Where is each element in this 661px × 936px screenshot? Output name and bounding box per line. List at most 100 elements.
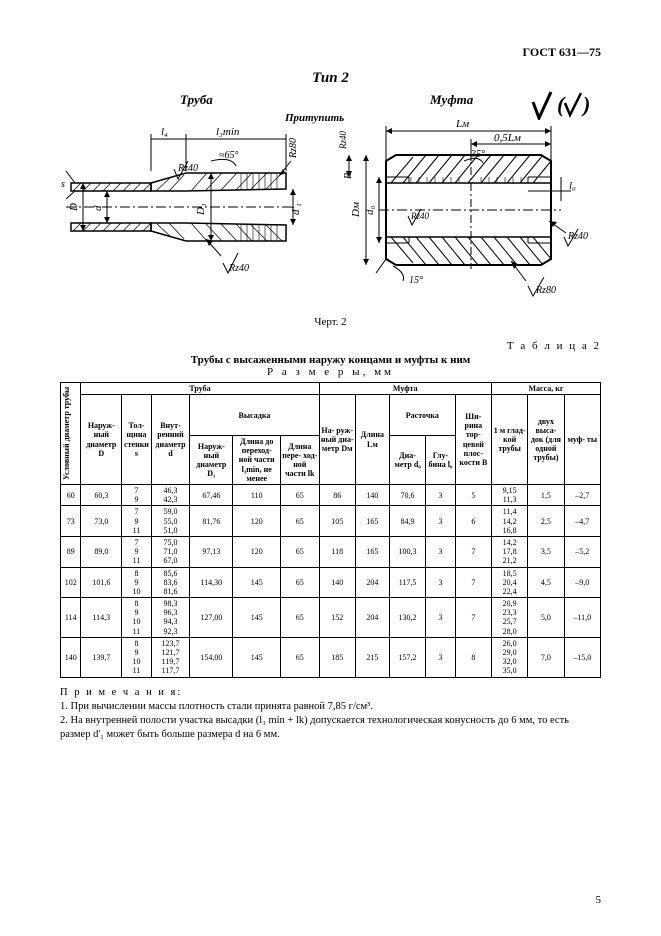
table-cell: 65: [281, 567, 320, 598]
table-cell: 75,0 71,0 67,0: [151, 536, 190, 567]
table-cell: 65: [281, 536, 320, 567]
svg-text:d'₁: d'₁: [290, 203, 302, 215]
table-cell: 26,0 29,0 32,0 35,0: [491, 637, 527, 677]
table-cell: 145: [233, 637, 281, 677]
table-cell: –5,2: [564, 536, 600, 567]
table-cell: 3: [426, 506, 455, 537]
table-cell: 102: [61, 567, 81, 598]
col-lk: Длина пере- ход- ной части lk: [281, 436, 320, 485]
coupling-schematic: Lм 0,5Lм 35°: [330, 110, 602, 307]
notes-block: П р и м е ч а н и я: 1. При вычислении м…: [60, 686, 601, 743]
table-cell: 204: [355, 598, 389, 638]
note-1: 1. При вычислении массы плотность стали …: [60, 700, 601, 714]
table-cell: –4,7: [564, 506, 600, 537]
table-cell: 81,76: [190, 506, 233, 537]
table-cell: 152: [319, 598, 355, 638]
table-cell: 8 9 10: [122, 567, 151, 598]
table-cell: 5: [455, 485, 491, 506]
table-cell: 114: [61, 598, 81, 638]
col-D: Наруж- ный диаметр D: [81, 395, 122, 485]
table-cell: 59,0 55,0 51,0: [151, 506, 190, 537]
table-cell: –9,0: [564, 567, 600, 598]
notes-header: П р и м е ч а н и я:: [60, 687, 182, 698]
table-cell: 118: [319, 536, 355, 567]
table-cell: 4,5: [528, 567, 564, 598]
table-cell: 165: [355, 536, 389, 567]
table-cell: 8: [455, 637, 491, 677]
table-cell: 18,5 20,4 22,4: [491, 567, 527, 598]
table-cell: 65: [281, 506, 320, 537]
group-mass: Масса, кг: [491, 383, 600, 395]
table-cell: 3: [426, 567, 455, 598]
table-cell: 46,3 42,3: [151, 485, 190, 506]
svg-text:s: s: [61, 179, 65, 190]
table-cell: 140: [319, 567, 355, 598]
table-cell: 84,9: [389, 506, 425, 537]
col-l3: Длина до переход- ной части l₃min, не ме…: [233, 436, 281, 485]
col-m2: двух выса- док (для одной трубы): [528, 395, 564, 485]
table-cell: –2,7: [564, 485, 600, 506]
dimensions-table: Условный диаметр трубы Труба Муфта Масса…: [60, 382, 601, 678]
table-cell: 100,3: [389, 536, 425, 567]
table-cell: 11,4 14,2 16,8: [491, 506, 527, 537]
figure-area: Тип 2 Труба Муфта Притупить ( ) l₄ l₃min…: [60, 70, 601, 310]
svg-text:Rz40: Rz40: [567, 231, 588, 242]
table-row: 7373,07 9 1159,0 55,0 51,081,76120651051…: [61, 506, 601, 537]
svg-text:Rz40: Rz40: [338, 131, 348, 151]
table-cell: 140: [355, 485, 389, 506]
table-cell: 89,0: [81, 536, 122, 567]
svg-text:Dм: Dм: [350, 202, 362, 218]
table-cell: 73: [61, 506, 81, 537]
col-m3: муф- ты: [564, 395, 600, 485]
table-cell: 110: [233, 485, 281, 506]
col-B: Ши- рина тор- цевой плос- кости B: [455, 395, 491, 485]
table-cell: 1,5: [528, 485, 564, 506]
svg-text:l₃min: l₃min: [216, 126, 240, 138]
table-cell: 130,2: [389, 598, 425, 638]
table-cell: 117,5: [389, 567, 425, 598]
table-cell: 5,0: [528, 598, 564, 638]
table-cell: 73,0: [81, 506, 122, 537]
table-cell: 60,3: [81, 485, 122, 506]
svg-text:15°: 15°: [409, 275, 423, 286]
table-cell: 154,00: [190, 637, 233, 677]
svg-text:l₀: l₀: [569, 180, 576, 192]
table-cell: 114,30: [190, 567, 233, 598]
table-cell: 7: [455, 598, 491, 638]
table-cell: 7 9 11: [122, 536, 151, 567]
table-cell: 67,46: [190, 485, 233, 506]
type-heading: Тип 2: [60, 70, 601, 87]
table-cell: 6: [455, 506, 491, 537]
label-coupling: Муфта: [430, 92, 473, 108]
col-m1: 1 м глад- кой трубы: [491, 395, 527, 485]
svg-text:0,5Lм: 0,5Lм: [494, 132, 521, 144]
group-upset: Высадка: [190, 395, 319, 436]
col-D1: Наруж- ный диаметр D₁: [190, 436, 233, 485]
page-number: 5: [596, 894, 602, 906]
table-cell: –11,0: [564, 598, 600, 638]
table-cell: –15,0: [564, 637, 600, 677]
table-cell: 145: [233, 598, 281, 638]
table-cell: 127,00: [190, 598, 233, 638]
table-cell: 85,6 83,6 81,6: [151, 567, 190, 598]
col-l0: Глу- бина l₀: [426, 436, 455, 485]
table-cell: 114,3: [81, 598, 122, 638]
svg-text:Rz80: Rz80: [535, 285, 556, 296]
table-cell: 86: [319, 485, 355, 506]
table-cell: 101,6: [81, 567, 122, 598]
table-title: Трубы с высаженными наружу концами и муф…: [60, 354, 601, 366]
table-cell: 65: [281, 598, 320, 638]
table-cell: 97,13: [190, 536, 233, 567]
table-cell: 7: [455, 567, 491, 598]
table-cell: 14,2 17,8 21,2: [491, 536, 527, 567]
col-d0: Диа- метр d₀: [389, 436, 425, 485]
table-cell: 8 9 10 11: [122, 637, 151, 677]
table-cell: 3: [426, 637, 455, 677]
svg-text:d: d: [92, 205, 104, 211]
table-cell: 2,5: [528, 506, 564, 537]
figure-caption: Черт. 2: [60, 316, 601, 328]
table-subtitle: Р а з м е р ы, мм: [60, 366, 601, 378]
table-cell: 89: [61, 536, 81, 567]
svg-text:Rz40: Rz40: [228, 263, 249, 274]
table-cell: 8 9 10 11: [122, 598, 151, 638]
